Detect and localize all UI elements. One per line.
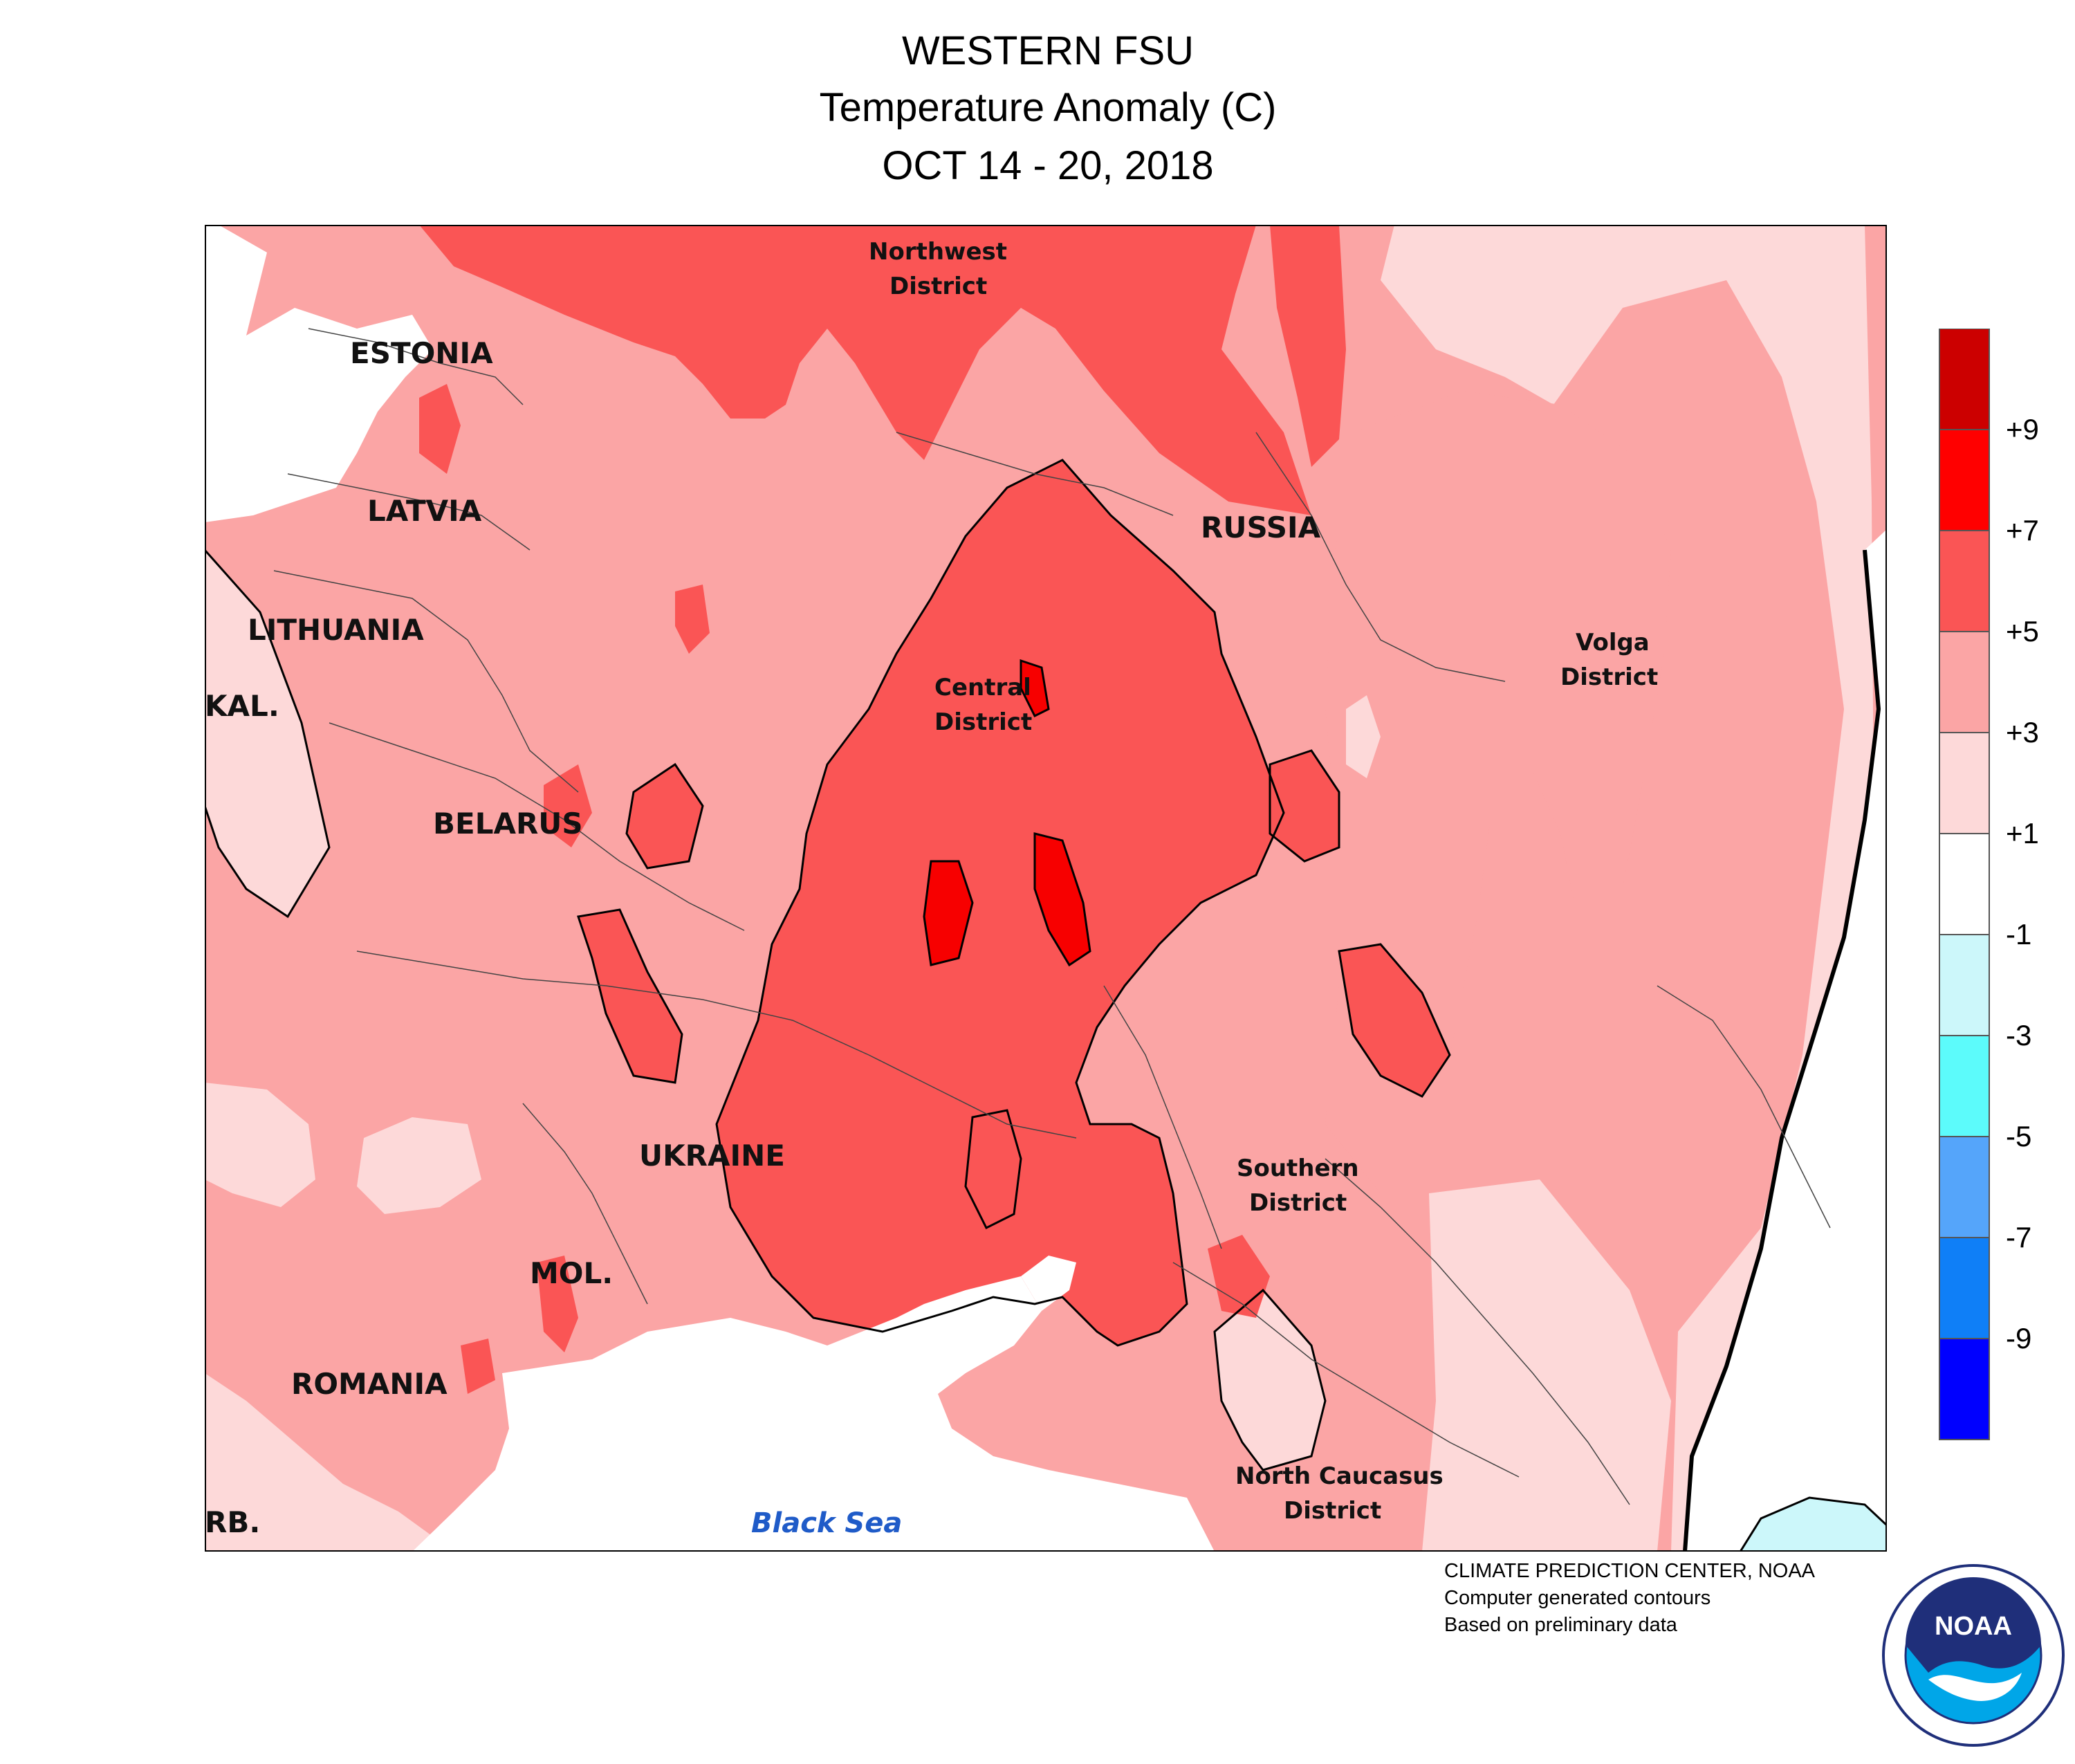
- label-black-sea: Black Sea: [751, 1507, 902, 1539]
- map-frame: [205, 225, 1887, 1552]
- anomaly-zone-5-7-ukraine-west: [578, 910, 682, 1083]
- anomaly-zone-5-7-northwest: [419, 225, 1311, 515]
- legend-tick-label: +9: [2006, 413, 2039, 445]
- anomaly-zone-5-7-southern: [1339, 944, 1450, 1096]
- credit-line-2: Computer generated contours: [1444, 1587, 1711, 1609]
- credit-line-3: Based on preliminary data: [1444, 1614, 1677, 1636]
- credit-line-1: CLIMATE PREDICTION CENTER, NOAA: [1444, 1560, 1816, 1582]
- legend-tick-label: -5: [2006, 1120, 2031, 1152]
- color-legend: +9 +7 +5 +3 +1 -1 -3 -5 -7 -9: [1939, 329, 2039, 1440]
- anomaly-map: ESTONIA LATVIA LITHUANIA KAL. BELARUS UK…: [205, 225, 1887, 1552]
- legend-box: [1939, 631, 1990, 733]
- anomaly-zone-5-7-moldova: [537, 1256, 578, 1352]
- legend-box: [1939, 329, 1990, 430]
- label-northwest-line1: Northwest: [869, 238, 1007, 266]
- label-northwest-line2: District: [889, 273, 987, 300]
- label-lithuania: LITHUANIA: [248, 613, 424, 647]
- anomaly-zone-5-7-belarus-north: [675, 585, 710, 654]
- anomaly-zone-1-3-balkans: [205, 1373, 454, 1552]
- label-central-line2: District: [934, 708, 1032, 736]
- label-north-caucasus-line2: District: [1284, 1497, 1381, 1525]
- anomaly-zone-5-7-romania: [461, 1339, 495, 1394]
- legend-box: [1939, 833, 1990, 935]
- legend-box: [1939, 1136, 1990, 1238]
- anomaly-zone-1-3-southwest: [205, 1083, 315, 1207]
- legend-tick-label: -1: [2006, 918, 2031, 950]
- legend-box: [1939, 934, 1990, 1036]
- anomaly-zone-1-3-carpathian: [357, 1117, 481, 1214]
- legend-tick-label: -9: [2006, 1322, 2031, 1354]
- label-estonia: ESTONIA: [350, 336, 493, 370]
- label-ukraine: UKRAINE: [639, 1139, 785, 1173]
- gulf-of-riga: [253, 405, 308, 460]
- legend-tick-label: +5: [2006, 615, 2039, 647]
- contour-lines: [205, 459, 1887, 1552]
- noaa-logo: NOAA: [1882, 1564, 2065, 1747]
- country-borders: [273, 328, 1831, 1505]
- legend-tick-labels: +9 +7 +5 +3 +1 -1 -3 -5 -7 -9: [2006, 413, 2039, 1354]
- legend-box: [1939, 1035, 1990, 1137]
- legend-box: [1939, 732, 1990, 834]
- label-latvia: LATVIA: [367, 494, 482, 528]
- anomaly-zone-1-3-russia-pocket: [1346, 695, 1381, 778]
- logo-text: NOAA: [1935, 1612, 2012, 1641]
- legend-box: [1939, 1338, 1990, 1440]
- legend-box: [1939, 530, 1990, 632]
- label-volga-line2: District: [1560, 663, 1658, 691]
- logo-gull: [1928, 1673, 2022, 1701]
- anomaly-zone-1-3-caucasus: [1215, 1290, 1325, 1470]
- label-volga-line1: Volga: [1576, 629, 1650, 656]
- baltic-sea: [205, 225, 433, 522]
- legend-box: [1939, 1237, 1990, 1339]
- anomaly-zone-5-7-north-strip: [1270, 225, 1346, 467]
- label-kaliningrad: KAL.: [205, 689, 279, 723]
- label-north-caucasus-line1: North Caucasus: [1235, 1462, 1444, 1490]
- legend-tick-label: -7: [2006, 1221, 2031, 1253]
- anomaly-zone-5-7-belarus: [544, 764, 592, 847]
- label-southern-line2: District: [1249, 1189, 1347, 1217]
- label-romania: ROMANIA: [291, 1367, 448, 1401]
- legend-tick-label: +3: [2006, 716, 2039, 748]
- label-serbia: RB.: [205, 1505, 260, 1539]
- anomaly-zone-7-9-core-east: [1035, 834, 1090, 965]
- legend-tick-label: -3: [2006, 1019, 2031, 1051]
- label-central-line1: Central: [934, 674, 1031, 701]
- sea-of-azov: [1021, 1256, 1076, 1311]
- label-belarus: BELARUS: [433, 807, 583, 840]
- anomaly-zone-7-9-core-west: [924, 861, 972, 965]
- label-russia: RUSSIA: [1201, 511, 1321, 544]
- label-southern-line1: Southern: [1237, 1155, 1359, 1182]
- anomaly-zone-5-7-central-ukraine: [717, 460, 1284, 1345]
- anomaly-zone-1-3-southeast: [1422, 1179, 1671, 1552]
- anomaly-zone-5-7-russia-east: [1270, 751, 1339, 861]
- anomaly-zone-5-7-latvia: [419, 384, 461, 474]
- map-date-range: OCT 14 - 20, 2018: [882, 143, 1214, 188]
- map-subtitle: Temperature Anomaly (C): [819, 85, 1277, 130]
- legend-box: [1939, 429, 1990, 531]
- legend-tick-label: +7: [2006, 514, 2039, 546]
- black-sea: [412, 1276, 1215, 1552]
- label-moldova: MOL.: [530, 1256, 613, 1290]
- legend-color-boxes: [1939, 329, 1990, 1440]
- anomaly-zone-1-3-west: [205, 550, 329, 917]
- legend-tick-label: +1: [2006, 817, 2039, 849]
- anomaly-zone-5-7-belarus-east: [627, 764, 703, 868]
- map-title: WESTERN FSU: [901, 28, 1195, 73]
- anomaly-zone-neutral-east: [1685, 529, 1887, 1552]
- logo-top-half: [1906, 1577, 2041, 1673]
- anomaly-zone-cool-southeast: [1740, 1498, 1887, 1552]
